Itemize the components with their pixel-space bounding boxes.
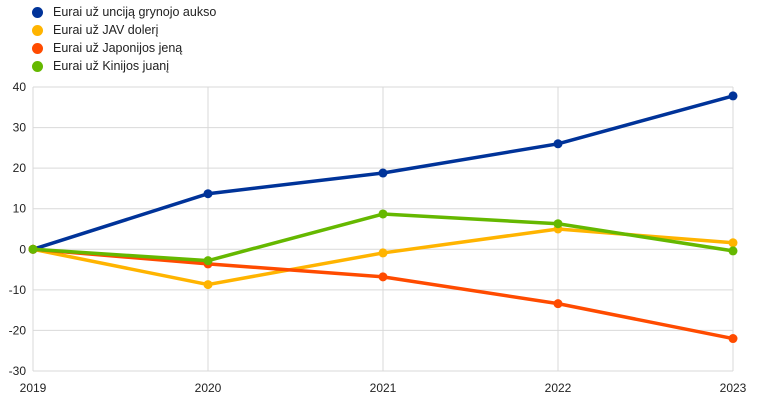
legend-label: Eurai už JAV dolerį xyxy=(53,23,159,37)
y-tick-label: 20 xyxy=(13,161,27,175)
data-point xyxy=(553,139,563,149)
legend: Eurai už unciją grynojo aukso Eurai už J… xyxy=(32,3,216,75)
data-point xyxy=(728,334,738,344)
data-point xyxy=(203,280,213,290)
y-tick-label: 40 xyxy=(13,80,27,94)
legend-item: Eurai už Kinijos juanį xyxy=(32,57,216,75)
data-point xyxy=(728,238,738,248)
data-point xyxy=(378,168,388,178)
x-tick-label: 2019 xyxy=(20,381,47,395)
legend-marker xyxy=(32,42,43,54)
y-tick-label: 0 xyxy=(19,242,26,256)
legend-label: Eurai už Kinijos juanį xyxy=(53,59,170,73)
data-point xyxy=(203,256,213,266)
data-point xyxy=(378,272,388,282)
y-tick-label: 30 xyxy=(13,121,27,135)
legend-label: Eurai už Japonijos jeną xyxy=(53,41,183,55)
data-point xyxy=(378,209,388,219)
data-point xyxy=(553,219,563,229)
y-tick-label: -20 xyxy=(9,323,27,337)
y-tick-label: -10 xyxy=(9,283,27,297)
legend-marker xyxy=(32,60,43,72)
legend-item: Eurai už JAV dolerį xyxy=(32,21,216,39)
legend-marker xyxy=(32,6,43,18)
data-point xyxy=(553,299,563,309)
x-tick-label: 2020 xyxy=(195,381,222,395)
x-tick-label: 2022 xyxy=(545,381,572,395)
data-point xyxy=(203,189,213,199)
legend-label: Eurai už unciją grynojo aukso xyxy=(53,5,217,19)
data-point xyxy=(378,248,388,258)
data-point xyxy=(728,91,738,101)
y-tick-label: -30 xyxy=(9,364,27,378)
y-tick-label: 10 xyxy=(13,202,27,216)
x-tick-label: 2023 xyxy=(720,381,747,395)
data-point xyxy=(728,246,738,256)
legend-item: Eurai už Japonijos jeną xyxy=(32,39,216,57)
data-point xyxy=(28,244,38,254)
legend-marker xyxy=(32,24,43,36)
legend-item: Eurai už unciją grynojo aukso xyxy=(32,3,216,21)
x-tick-label: 2021 xyxy=(370,381,397,395)
